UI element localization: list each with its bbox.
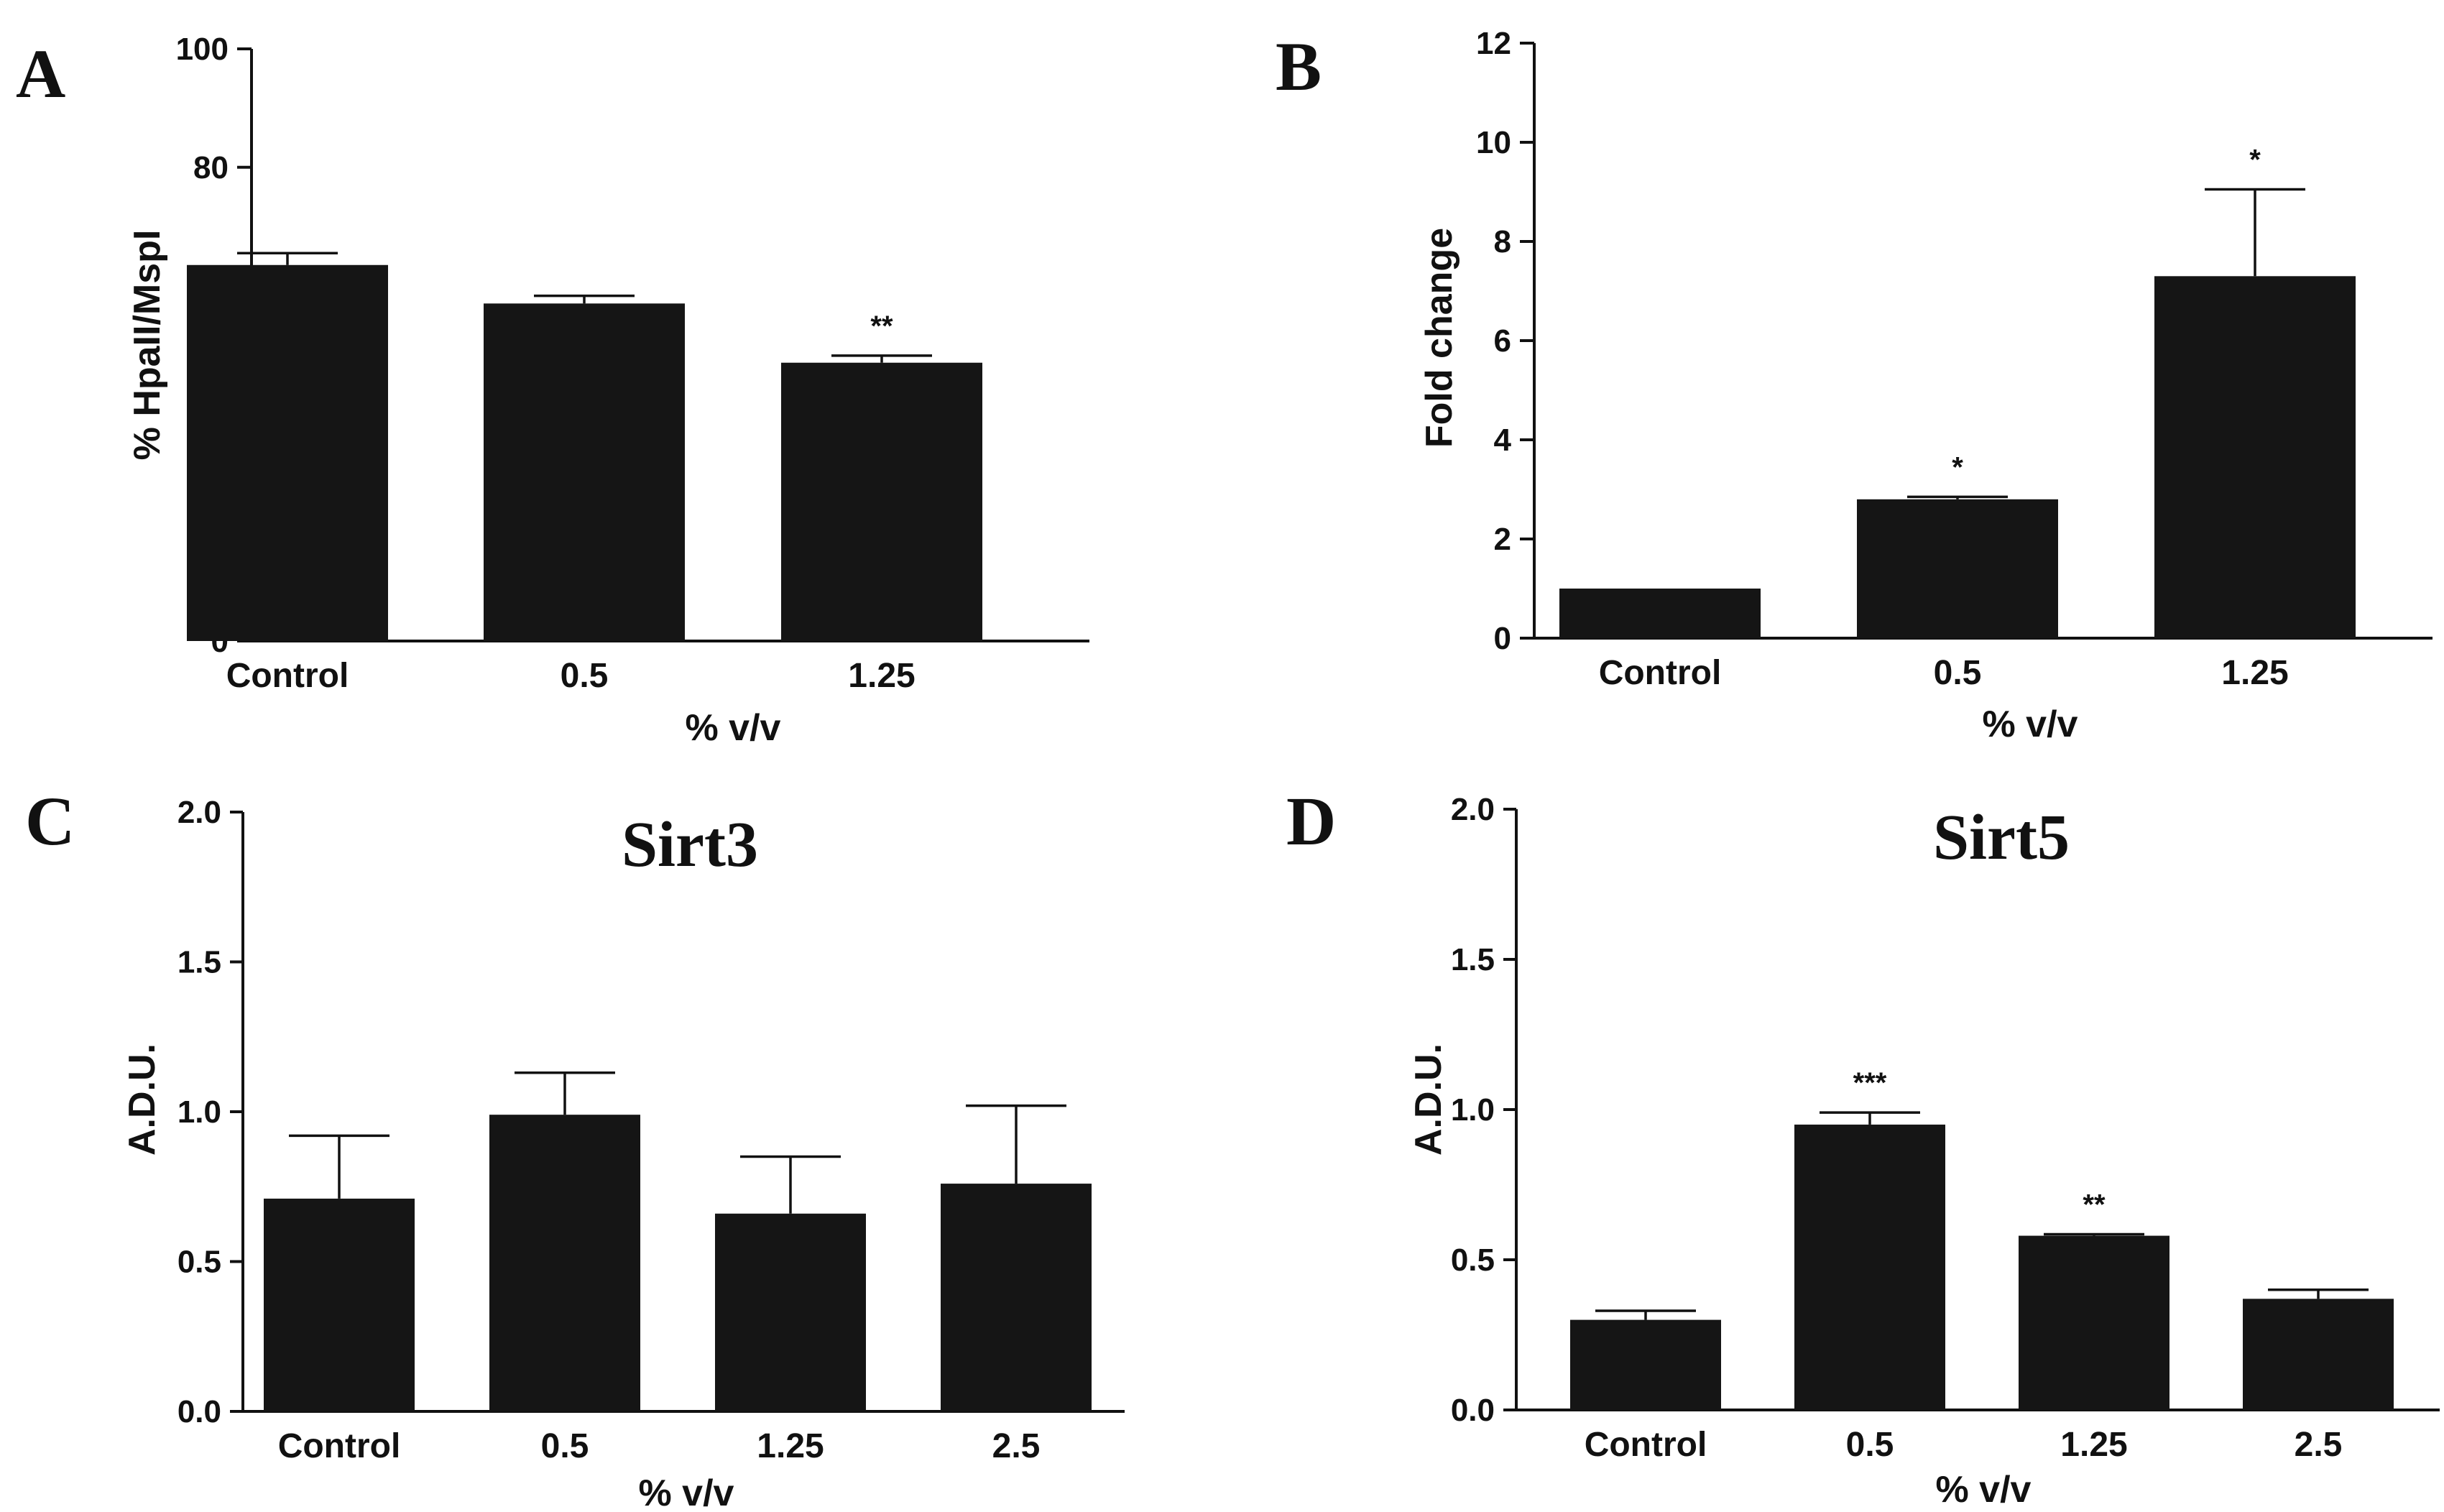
x-tick-label-a-2: 1.25 xyxy=(848,657,915,695)
significance-b-1: * xyxy=(1952,451,1963,483)
x-tick-label-d-0: Control xyxy=(1585,1426,1707,1464)
significance-a-2: ** xyxy=(870,310,893,342)
bar-c-1 xyxy=(489,1115,640,1411)
y-tick-label-b-5: 10 xyxy=(1476,125,1511,160)
bar-b-2 xyxy=(2154,276,2356,638)
x-tick-label-d-1: 0.5 xyxy=(1846,1426,1894,1464)
x-axis-label-d: % v/v xyxy=(1936,1469,2032,1511)
x-axis-label-b: % v/v xyxy=(1983,704,2078,745)
y-axis-label-d: A.D.U. xyxy=(1408,1043,1449,1156)
bar-d-2 xyxy=(2019,1235,2169,1410)
x-tick-label-c-0: Control xyxy=(278,1427,401,1465)
bar-a-2 xyxy=(781,362,982,641)
y-tick-label-b-4: 8 xyxy=(1494,224,1511,259)
y-axis-label-c: A.D.U. xyxy=(121,1043,163,1156)
x-tick-label-b-2: 1.25 xyxy=(2221,654,2288,692)
panel-letter-c: C xyxy=(25,783,75,859)
chart-title-d: Sirt5 xyxy=(1933,802,2070,873)
bar-d-1 xyxy=(1794,1124,1945,1410)
x-axis-label-c: % v/v xyxy=(639,1472,734,1512)
bar-d-3 xyxy=(2243,1299,2394,1410)
y-tick-label-c-1: 0.5 xyxy=(177,1245,221,1280)
x-tick-label-d-3: 2.5 xyxy=(2295,1426,2343,1464)
chart-title-c: Sirt3 xyxy=(622,809,758,880)
significance-d-1: *** xyxy=(1853,1067,1887,1099)
y-tick-label-d-3: 1.5 xyxy=(1451,942,1495,977)
plot-area-b: 0 2 4 6 8 10 12 Control * 0.5 * 1.25 xyxy=(1476,26,2433,692)
y-axis-label-b: Fold change xyxy=(1419,228,1460,448)
y-tick-label-d-4: 2.0 xyxy=(1451,792,1495,827)
panel-c: C Sirt3 A.D.U. % v/v 0.0 0.5 1.0 1.5 2.0 Cont… xyxy=(25,783,1125,1512)
x-tick-label-b-0: Control xyxy=(1599,654,1722,692)
x-tick-label-c-1: 0.5 xyxy=(541,1427,589,1465)
y-tick-label-b-0: 0 xyxy=(1494,621,1511,656)
x-tick-label-a-1: 0.5 xyxy=(561,657,609,695)
bar-b-1 xyxy=(1857,499,2058,638)
bar-c-3 xyxy=(941,1184,1092,1411)
panel-a: A % HpaII/MspI % v/v 020406080100Control… xyxy=(16,32,1089,749)
y-tick-label-c-3: 1.5 xyxy=(177,945,221,980)
y-axis-label-a: % HpaII/MspI xyxy=(126,230,168,461)
plot-area-a: 020406080100Control0.5**1.25 xyxy=(176,32,1089,695)
x-tick-label-d-2: 1.25 xyxy=(2060,1426,2127,1464)
y-tick-label-d-1: 0.5 xyxy=(1451,1243,1495,1278)
y-tick-label-d-2: 1.0 xyxy=(1451,1092,1495,1128)
significance-b-2: * xyxy=(2249,144,2261,176)
y-tick-label-c-0: 0.0 xyxy=(177,1394,221,1429)
panel-d: D Sirt5 A.D.U. % v/v 0.0 0.5 1.0 1.5 2.0 Cont… xyxy=(1286,783,2440,1511)
y-tick-label-b-1: 2 xyxy=(1494,522,1511,557)
panel-letter-a: A xyxy=(16,35,65,112)
panel-letter-d: D xyxy=(1286,783,1336,859)
y-tick-label-c-4: 2.0 xyxy=(177,795,221,830)
bar-c-2 xyxy=(715,1213,866,1411)
plot-area-c: 0.0 0.5 1.0 1.5 2.0 Control 0.5 1.25 2.5 xyxy=(177,795,1125,1465)
x-tick-label-b-1: 0.5 xyxy=(1934,654,1982,692)
bar-a-1 xyxy=(484,303,685,641)
y-tick-label-c-2: 1.0 xyxy=(177,1094,221,1130)
y-tick-label-b-6: 12 xyxy=(1476,26,1511,61)
significance-d-2: ** xyxy=(2083,1189,2106,1220)
y-tick-label-a-5: 100 xyxy=(176,32,229,67)
bar-b-0 xyxy=(1559,589,1761,638)
x-tick-label-c-3: 2.5 xyxy=(992,1427,1041,1465)
panel-letter-b: B xyxy=(1276,28,1322,105)
plot-area-d: 0.0 0.5 1.0 1.5 2.0 Control *** 0.5 ** 1.25 2.5 xyxy=(1451,792,2440,1464)
y-tick-label-a-4: 80 xyxy=(193,150,229,185)
bar-d-0 xyxy=(1570,1319,1721,1410)
y-tick-label-d-0: 0.0 xyxy=(1451,1393,1495,1428)
panel-b: B Fold change % v/v 0 2 4 6 8 10 12 Control * 0.5… xyxy=(1276,26,2433,745)
bar-a-0 xyxy=(187,264,388,641)
x-tick-label-c-2: 1.25 xyxy=(757,1427,824,1465)
x-tick-label-a-0: Control xyxy=(226,657,349,695)
x-axis-label-a: % v/v xyxy=(686,707,781,749)
bar-c-0 xyxy=(264,1198,415,1411)
y-tick-label-b-2: 4 xyxy=(1494,423,1512,458)
y-tick-label-b-3: 6 xyxy=(1494,323,1511,359)
